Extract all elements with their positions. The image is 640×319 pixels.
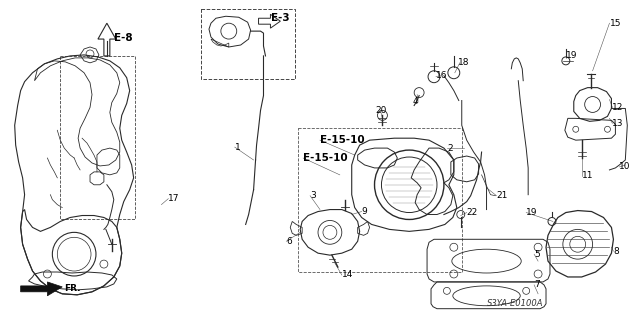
Text: 19: 19 [566, 51, 577, 60]
Text: 17: 17 [168, 194, 180, 203]
Text: 19: 19 [526, 208, 538, 217]
Text: 6: 6 [286, 237, 292, 246]
Text: E-15-10: E-15-10 [303, 153, 348, 163]
Text: 16: 16 [436, 71, 447, 80]
Bar [298, 128, 461, 272]
Text: 3: 3 [310, 191, 316, 200]
Text: 12: 12 [612, 103, 624, 112]
Text: 13: 13 [612, 119, 624, 128]
Text: 18: 18 [458, 58, 469, 67]
Text: 21: 21 [497, 191, 508, 200]
Text: 8: 8 [613, 247, 619, 256]
Polygon shape [20, 282, 62, 296]
Text: 1: 1 [235, 143, 241, 152]
Text: 9: 9 [362, 207, 367, 216]
Text: 20: 20 [376, 106, 387, 115]
Text: E-3: E-3 [271, 13, 290, 23]
Bar [60, 56, 134, 219]
Text: S3YA-E0100A: S3YA-E0100A [486, 299, 543, 308]
Text: 14: 14 [342, 271, 353, 279]
Text: E-15-10: E-15-10 [320, 135, 365, 145]
Text: 22: 22 [467, 208, 478, 217]
Text: 15: 15 [609, 19, 621, 28]
Bar [201, 9, 295, 79]
Text: 2: 2 [447, 144, 452, 152]
Text: E-8: E-8 [114, 33, 132, 43]
Text: 7: 7 [534, 280, 540, 289]
Text: 10: 10 [620, 162, 631, 171]
Text: FR.: FR. [64, 284, 81, 293]
Text: 11: 11 [582, 171, 593, 180]
Text: 4: 4 [412, 97, 418, 106]
Text: 5: 5 [534, 250, 540, 259]
